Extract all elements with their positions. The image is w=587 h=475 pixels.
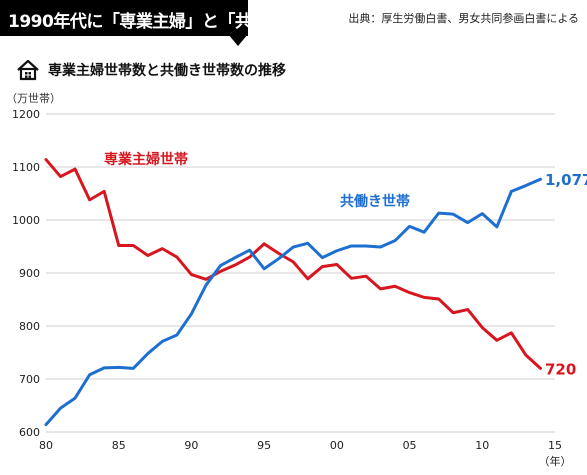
housewife-series-label: 専業主婦世帯 [104,151,188,168]
y-tick-label: 600 [19,426,40,439]
dual-income-end-label: 1,077 [545,171,587,189]
x-axis-unit: （年） [539,454,572,468]
y-tick-label: 700 [19,373,40,386]
y-tick-label: 800 [19,320,40,333]
x-tick-label: 80 [39,439,53,452]
chart-title: 専業主婦世帯数と共働き世帯数の推移 [48,63,286,79]
housewife-end-label: 720 [545,360,576,378]
chart-title-row: 専業主婦世帯数と共働き世帯数の推移 [16,58,286,82]
headline-banner: 1990年代に「専業主婦」と「共働き」が逆転 [0,0,351,36]
dual-income-series-line [44,177,542,427]
x-tick-label: 90 [184,439,198,452]
headline-banner-tail [228,34,248,46]
y-tick-label: 1100 [12,161,40,174]
headline: 1990年代に「専業主婦」と「共働き」が逆転 [8,12,351,32]
y-axis-unit: （万世帯） [6,92,61,105]
x-tick-label: 95 [257,439,271,452]
y-tick-label: 900 [19,267,40,280]
x-tick-label: 85 [112,439,126,452]
x-tick-label: 05 [403,439,417,452]
y-tick-label: 1200 [12,108,40,121]
dual-income-series-label: 共働き世帯 [340,193,410,210]
source-note: 出典：厚生労働白書、男女共同参画白書による [348,12,579,25]
housewife-series-line [44,158,542,370]
x-tick-label: 00 [330,439,344,452]
y-tick-label: 1000 [12,214,40,227]
x-tick-label: 15 [548,439,562,452]
house-icon [17,59,39,81]
x-tick-label: 10 [475,439,489,452]
